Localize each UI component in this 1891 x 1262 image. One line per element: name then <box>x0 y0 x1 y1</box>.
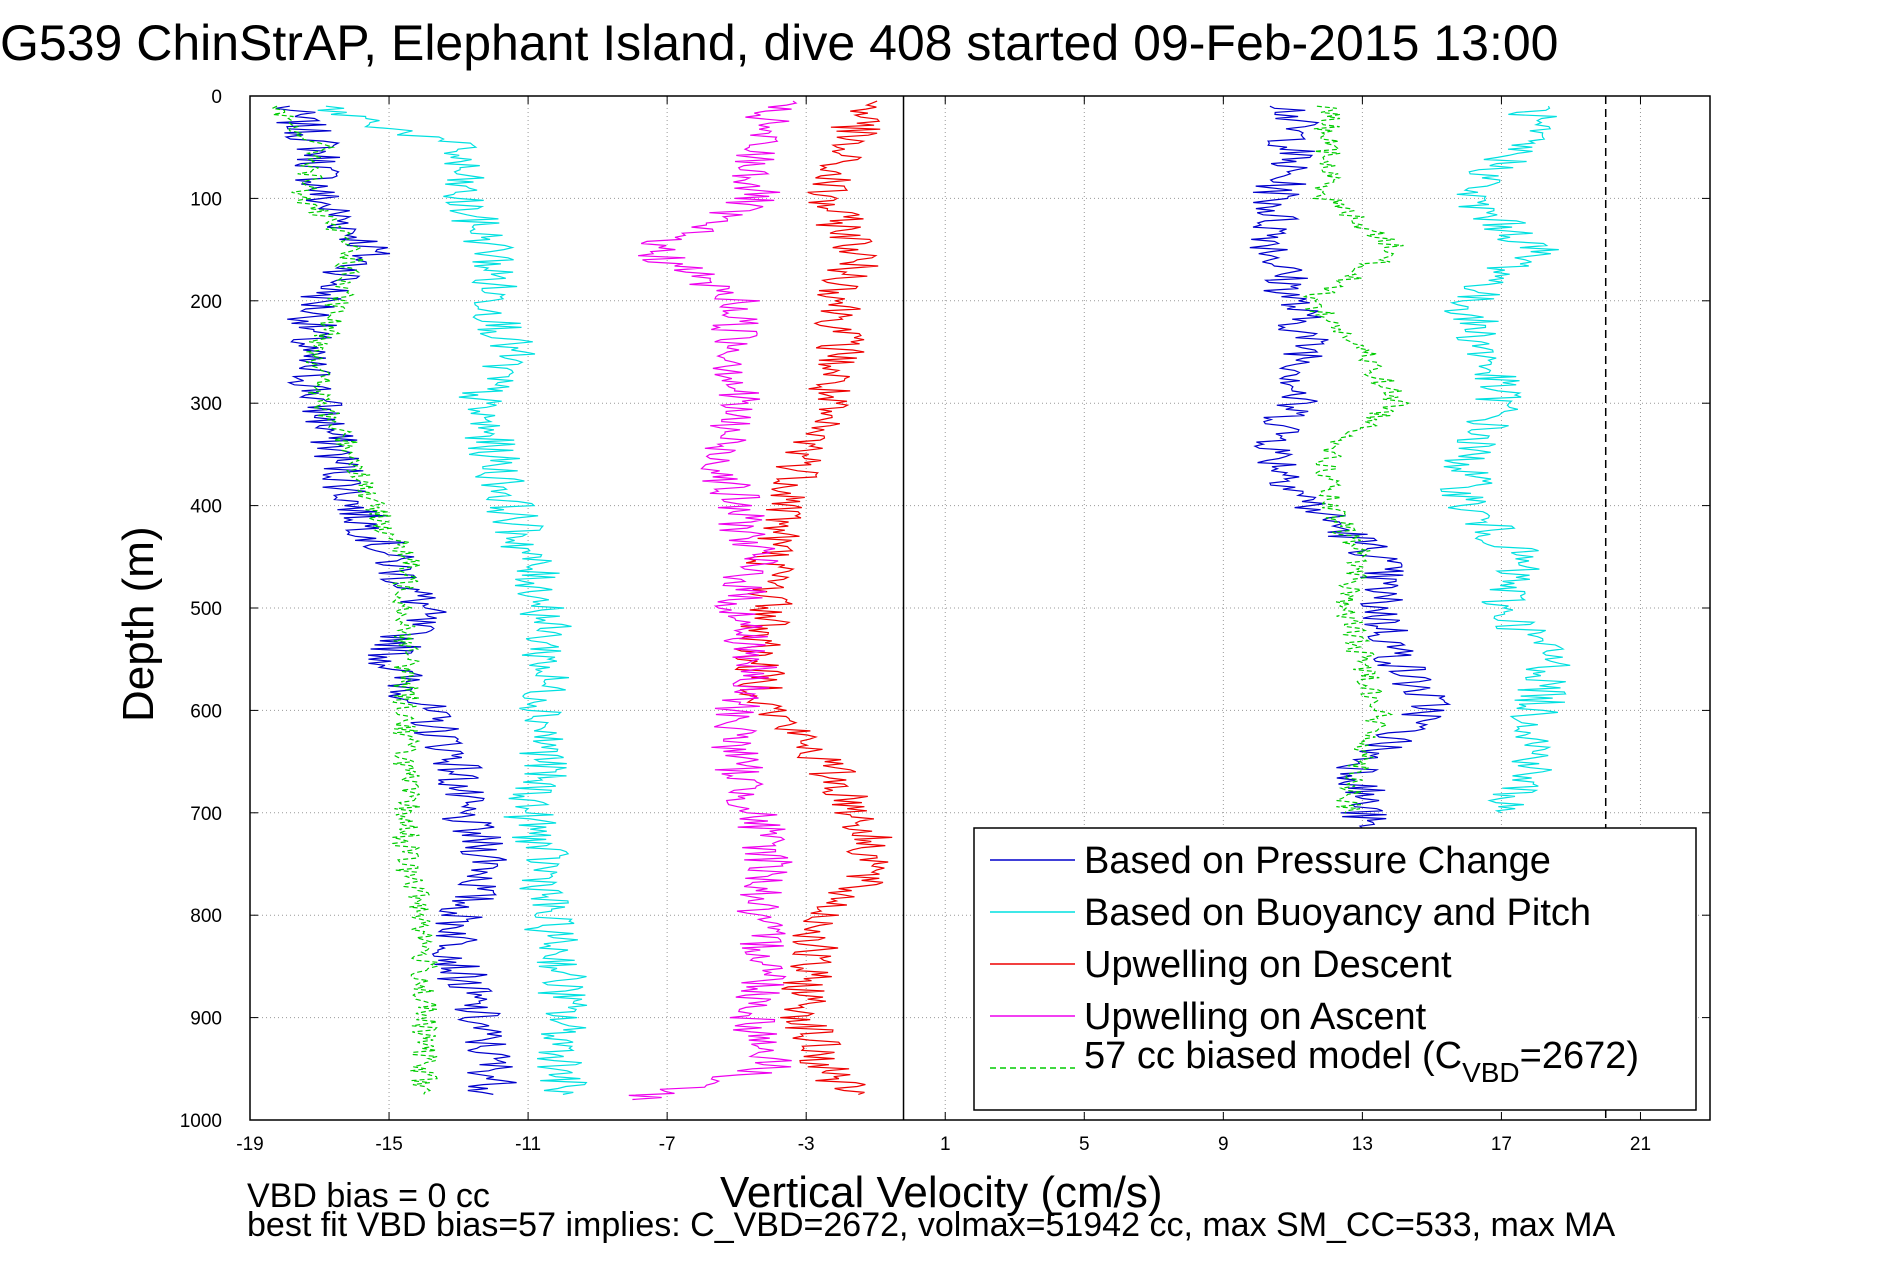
x-tick-label: 21 <box>1630 1134 1651 1155</box>
legend-label-biased-model-subscript: VBD <box>1462 1057 1520 1088</box>
x-tick-label: -7 <box>659 1134 676 1155</box>
x-tick-label: 1 <box>940 1134 951 1155</box>
series-line-2 <box>317 105 588 1095</box>
series-line-4 <box>733 100 893 1095</box>
series-line-3 <box>1439 105 1571 814</box>
y-axis-label: Depth (m) <box>114 526 163 722</box>
x-tick-label: 13 <box>1352 1134 1373 1155</box>
y-tick-label: 500 <box>190 599 222 620</box>
y-tick-label: 900 <box>190 1009 222 1030</box>
x-tick-label: -3 <box>798 1134 815 1155</box>
y-tick-label: 800 <box>190 906 222 927</box>
y-tick-label: 600 <box>190 701 222 722</box>
x-tick-label: -15 <box>375 1134 402 1155</box>
legend-label-biased-model-main: 57 cc biased model (C <box>1084 1035 1462 1077</box>
y-tick-label: 100 <box>190 189 222 210</box>
x-tick-label: 17 <box>1491 1134 1512 1155</box>
y-tick-label: 200 <box>190 292 222 313</box>
footer-best-fit: best fit VBD bias=57 implies: C_VBD=2672… <box>247 1206 1616 1244</box>
x-tick-label: 9 <box>1218 1134 1229 1155</box>
legend-label-upwelling-ascent: Upwelling on Ascent <box>1084 996 1427 1038</box>
series-line-1 <box>1249 105 1452 829</box>
legend-label-biased-model: 57 cc biased model (CVBD=2672) <box>1084 1035 1639 1088</box>
series-line-0 <box>275 105 517 1095</box>
legend-label-upwelling-descent: Upwelling on Descent <box>1084 944 1452 986</box>
footer-vbd-bias: VBD bias = 0 cc <box>247 1177 490 1215</box>
x-tick-label: -19 <box>236 1134 263 1155</box>
series-line-6 <box>270 105 439 1095</box>
x-axis-label: Vertical Velocity (cm/s) <box>720 1168 1163 1217</box>
legend-label-biased-model-tail: =2672) <box>1520 1035 1639 1077</box>
y-tick-label: 400 <box>190 497 222 518</box>
legend-label-pressure-change: Based on Pressure Change <box>1084 840 1551 882</box>
reference-lines <box>902 96 1607 1120</box>
series-line-5 <box>628 100 798 1101</box>
legend-box <box>973 827 1697 1111</box>
y-tick-label: 1000 <box>180 1111 222 1132</box>
x-tick-label: 5 <box>1079 1134 1090 1155</box>
x-axis-ticks: -19 -15 -11 -7 -3 1 5 9 13 17 21 <box>236 96 1651 1155</box>
legend-label-buoyancy-pitch: Based on Buoyancy and Pitch <box>1084 892 1591 934</box>
y-axis-ticks: 0 100 200 300 400 500 600 700 800 900 1000 <box>180 87 1710 1132</box>
chart-title: G539 ChinStrAP, Elephant Island, dive 40… <box>0 15 1558 71</box>
x-tick-label: -11 <box>515 1134 541 1155</box>
legend: Based on Pressure Change Based on Buoyan… <box>973 827 1697 1111</box>
y-tick-label: 300 <box>190 394 222 415</box>
series-line-7 <box>1302 105 1411 814</box>
y-tick-label: 0 <box>211 87 222 108</box>
series-group <box>270 100 1571 1101</box>
y-tick-label: 700 <box>190 804 222 825</box>
